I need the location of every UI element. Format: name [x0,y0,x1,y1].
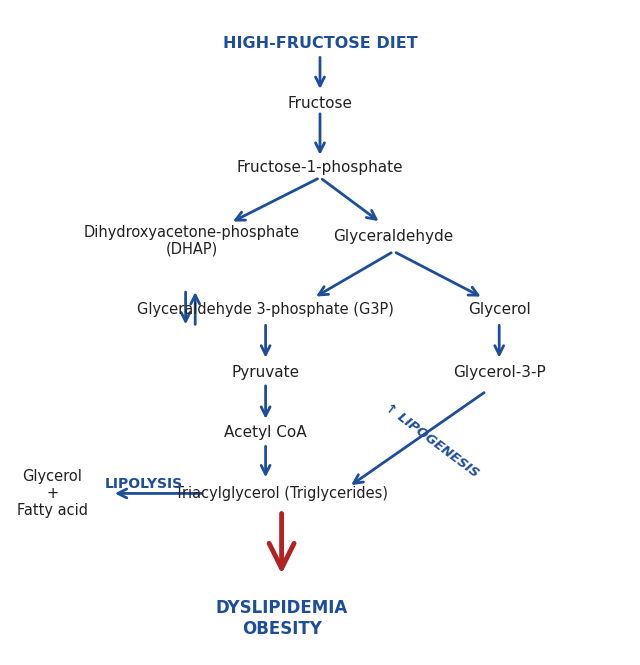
Text: Triacylglycerol (Triglycerides): Triacylglycerol (Triglycerides) [175,486,388,501]
Text: Pyruvate: Pyruvate [232,365,300,380]
Text: Glyceraldehyde: Glyceraldehyde [333,229,454,243]
Text: Fructose: Fructose [287,96,353,110]
Text: Glycerol-3-P: Glycerol-3-P [453,365,545,380]
Text: Glyceraldehyde 3-phosphate (G3P): Glyceraldehyde 3-phosphate (G3P) [137,302,394,317]
Text: Dihydroxyacetone-phosphate
(DHAP): Dihydroxyacetone-phosphate (DHAP) [84,225,300,257]
Text: Acetyl CoA: Acetyl CoA [224,425,307,440]
Text: HIGH-FRUCTOSE DIET: HIGH-FRUCTOSE DIET [223,36,417,51]
Text: Fructose-1-phosphate: Fructose-1-phosphate [237,160,403,175]
Text: Glycerol
+
Fatty acid: Glycerol + Fatty acid [17,469,88,518]
Text: LIPOLYSIS: LIPOLYSIS [105,477,183,491]
Text: DYSLIPIDEMIA
OBESITY: DYSLIPIDEMIA OBESITY [216,599,348,638]
Text: Glycerol: Glycerol [468,302,531,317]
Text: ↑ LIPOGENESIS: ↑ LIPOGENESIS [383,401,481,479]
